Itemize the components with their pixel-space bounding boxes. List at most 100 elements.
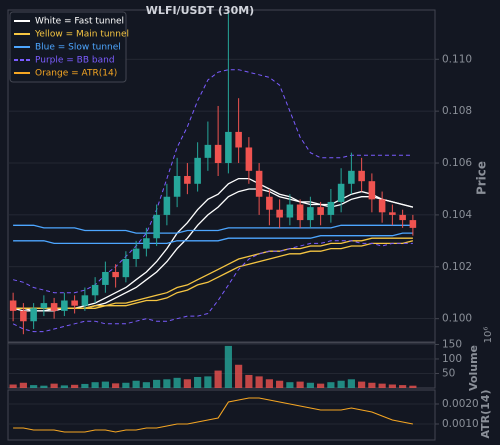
volume-bar: [296, 381, 304, 388]
candle-body: [184, 176, 191, 184]
volume-bar: [214, 370, 222, 388]
y-tick-label: 100: [442, 353, 462, 365]
y-tick-label: 0.0020: [442, 398, 479, 410]
candle-body: [91, 284, 99, 296]
volume-bar: [347, 379, 355, 388]
candle-body: [378, 199, 386, 213]
candle-body: [20, 310, 27, 322]
legend-label: Blue = Slow tunnel: [35, 43, 121, 53]
y-tick-label: 0.104: [442, 209, 472, 221]
volume-bar: [194, 376, 202, 388]
y-tick-label: 0.100: [442, 313, 472, 325]
series-line: [13, 397, 414, 433]
volume-bar: [81, 383, 89, 388]
candle-body: [307, 207, 314, 221]
y-tick-label: 0.102: [442, 261, 472, 273]
candle-body: [194, 157, 201, 184]
plot-layer: 0.100 0.102 0.104 0.106 0.108 0.110 50 100 150 0.…: [8, 12, 479, 433]
volume-bar: [265, 379, 273, 388]
volume-bar: [142, 382, 150, 388]
series-line: [13, 224, 413, 234]
candle-body: [102, 271, 109, 285]
candle-body: [163, 196, 171, 215]
volume-bar: [91, 382, 99, 388]
candle-body: [317, 207, 324, 215]
y-axis-label: Volume: [467, 345, 480, 391]
volume-bar: [327, 382, 335, 388]
volume-bar: [378, 383, 386, 388]
volume-bar: [224, 345, 232, 388]
candle-body: [204, 144, 212, 158]
volume-bar: [71, 384, 79, 388]
candle-body: [286, 204, 294, 218]
volume-bar: [245, 374, 253, 388]
candle-body: [132, 248, 140, 259]
volume-bar: [40, 385, 48, 388]
y-axis-label: ATR(14): [479, 390, 492, 439]
volume-bar: [409, 385, 417, 388]
volume-bar: [255, 376, 263, 388]
legend: White = Fast tunnel Yellow = Main tunnel B…: [9, 11, 129, 83]
volume-bar: [122, 382, 130, 388]
series-line: [13, 232, 413, 245]
candle-body: [255, 170, 263, 197]
volume-bar: [153, 379, 161, 388]
candle-body: [50, 303, 58, 311]
candle-body: [214, 144, 222, 164]
volume-bar: [9, 384, 17, 388]
candle-body: [143, 238, 150, 249]
candle-body: [296, 204, 304, 221]
y-tick-label: 0.0010: [442, 418, 479, 430]
candle-body: [276, 209, 283, 218]
candle-body: [266, 196, 273, 210]
candle-body: [225, 131, 232, 164]
y-tick-label: 50: [442, 367, 455, 379]
series-line: [12, 69, 413, 294]
candle-body: [327, 201, 335, 215]
volume-bar: [112, 383, 120, 388]
candle-body: [348, 170, 355, 184]
volume-bar: [399, 385, 407, 388]
volume-bar: [132, 380, 140, 388]
legend-label: Yellow = Main tunnel: [34, 30, 129, 40]
volume-bar: [358, 381, 366, 388]
volume-bar: [60, 385, 68, 388]
volume-bar: [317, 383, 325, 388]
legend-label: Purple = BB band: [35, 56, 115, 66]
candle-body: [81, 295, 89, 306]
legend-label: Orange = ATR(14): [35, 69, 117, 79]
candle-body: [112, 271, 119, 278]
volume-bar: [235, 364, 243, 388]
y-tick-label: 150: [442, 338, 462, 350]
volume-bar: [50, 383, 58, 388]
volume-bar: [368, 382, 376, 388]
volume-bar: [286, 382, 294, 388]
volume-bar: [19, 382, 27, 388]
atr-panel: [7, 389, 436, 441]
candle-body: [368, 181, 376, 200]
candle-body: [153, 214, 160, 239]
series-line: [12, 177, 414, 312]
candle-body: [409, 220, 417, 228]
y-tick-label: 0.108: [442, 105, 472, 117]
volume-bar: [388, 384, 396, 388]
series-line: [13, 240, 414, 309]
candle-body: [337, 183, 345, 202]
volume-bar: [337, 380, 345, 388]
volume-bar: [163, 379, 171, 388]
y-tick-label: 0.110: [442, 53, 472, 65]
candle-body: [61, 300, 68, 311]
candle-body: [245, 147, 253, 171]
candle-body: [122, 259, 130, 278]
candle-body: [71, 300, 78, 306]
volume-bar: [30, 385, 38, 388]
chart-title: WLFI/USDT (30M): [146, 4, 254, 17]
volume-bar: [276, 380, 284, 388]
candle-body: [173, 176, 181, 197]
volume-bar: [183, 379, 191, 388]
legend-label: White = Fast tunnel: [35, 17, 124, 27]
volume-bar: [101, 381, 109, 388]
candle-body: [40, 303, 48, 309]
legend-box: [9, 11, 127, 83]
